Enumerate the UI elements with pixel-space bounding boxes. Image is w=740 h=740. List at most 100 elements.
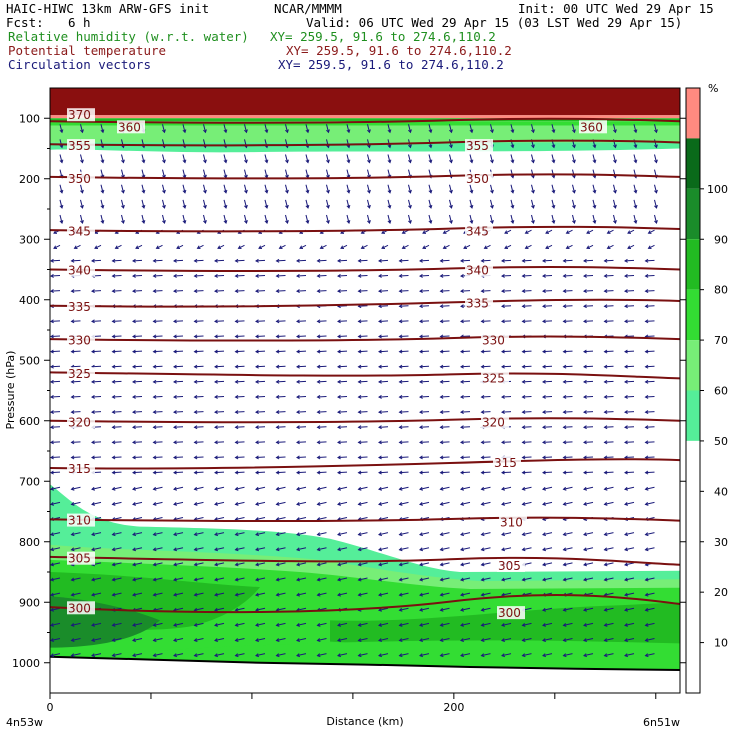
vector-arrow: [135, 244, 143, 250]
vector-arrow: [480, 592, 491, 597]
vector-arrow: [234, 289, 245, 294]
vector-arrow: [542, 410, 553, 415]
vector-arrow: [244, 124, 248, 134]
vector-arrow: [173, 394, 184, 399]
vector-arrow: [562, 364, 573, 369]
vector-arrow: [255, 455, 266, 460]
valid-time: Valid: 06 UTC Wed 29 Apr 15 (03 LST Wed …: [306, 15, 683, 30]
vector-arrow: [378, 440, 389, 445]
vector-arrow: [378, 319, 389, 324]
vector-arrow: [255, 486, 266, 491]
vector-arrow: [296, 334, 307, 339]
vector-arrow: [173, 470, 184, 475]
vector-arrow: [255, 364, 266, 369]
vector-arrow: [121, 154, 125, 164]
vector-arrow: [275, 258, 286, 263]
vector-arrow: [542, 289, 553, 294]
vector-arrow: [275, 425, 286, 430]
vector-arrow: [387, 214, 392, 224]
vector-arrow: [234, 607, 245, 612]
vector-arrow: [419, 532, 430, 537]
vector-arrow: [624, 319, 635, 324]
vector-arrow: [408, 199, 412, 209]
vector-arrow: [603, 379, 614, 384]
vector-arrow: [378, 379, 389, 384]
vector-arrow: [234, 470, 245, 475]
vector-arrow: [460, 289, 471, 294]
vector-arrow: [296, 470, 307, 475]
vector-arrow: [91, 455, 102, 460]
vector-arrow: [50, 547, 61, 552]
vector-arrow: [644, 319, 655, 324]
vector-arrow: [469, 154, 474, 164]
vector-arrow: [152, 547, 163, 552]
vector-arrow: [203, 124, 207, 134]
vector-arrow: [562, 532, 573, 537]
vector-arrow: [603, 547, 614, 552]
vector-arrow: [214, 562, 225, 567]
vector-arrow: [460, 364, 471, 369]
vector-arrow: [70, 486, 81, 491]
vector-arrow: [583, 532, 594, 537]
vector-arrow: [214, 470, 225, 475]
vector-arrow: [644, 470, 655, 475]
x-tick-label: 200: [443, 701, 464, 714]
vector-arrow: [644, 425, 655, 430]
vector-arrow: [521, 273, 532, 278]
vector-arrow: [296, 364, 307, 369]
vector-arrow: [428, 124, 433, 134]
vector-arrow: [357, 486, 368, 491]
vector-arrow: [357, 289, 368, 294]
vector-arrow: [132, 289, 143, 294]
vector-arrow: [624, 622, 635, 627]
vector-arrow: [326, 199, 330, 209]
vector-arrow: [624, 273, 635, 278]
colorbar-segment: [686, 188, 700, 240]
vector-arrow: [583, 486, 594, 491]
vector-arrow: [275, 349, 286, 354]
vector-arrow: [296, 547, 307, 552]
colorbar-tick-label: 100: [707, 183, 728, 196]
vector-arrow: [357, 470, 368, 475]
vector-arrow: [542, 455, 553, 460]
vector-arrow: [460, 455, 471, 460]
vector-arrow: [521, 532, 532, 537]
vector-arrow: [316, 425, 327, 430]
vector-arrow: [439, 547, 450, 552]
vector-arrow: [542, 273, 553, 278]
vector-arrow: [439, 304, 450, 309]
theta-contour-360: [49, 117, 681, 124]
vector-arrow: [80, 199, 84, 209]
vector-arrow: [387, 199, 392, 209]
vector-arrow: [91, 440, 102, 445]
vector-arrow: [592, 214, 597, 224]
vector-arrow: [132, 440, 143, 445]
vector-arrow: [419, 638, 430, 642]
vector-arrow: [91, 592, 102, 597]
vector-arrow: [114, 244, 122, 250]
vector-arrow: [545, 229, 553, 234]
vector-arrow: [460, 258, 471, 263]
vector-arrow: [173, 440, 184, 445]
vector-arrow: [480, 638, 491, 642]
vector-arrow: [419, 440, 430, 445]
theta-contour-345: [49, 225, 681, 233]
vector-arrow: [255, 562, 266, 567]
vector-arrow: [255, 622, 266, 627]
vector-arrow: [50, 425, 61, 430]
vector-arrow: [278, 244, 286, 250]
vector-arrow: [111, 273, 122, 278]
vector-arrow: [644, 532, 655, 537]
vector-arrow: [132, 470, 143, 475]
vector-arrow: [439, 532, 450, 537]
vector-arrow: [603, 304, 614, 309]
vector-arrow: [203, 154, 207, 164]
vector-arrow: [234, 364, 245, 369]
vector-arrow: [542, 653, 553, 658]
vector-arrow: [460, 653, 471, 658]
vector-arrow: [624, 532, 635, 537]
vector-arrow: [234, 349, 245, 354]
vector-arrow: [326, 214, 330, 224]
vector-arrow: [521, 486, 532, 491]
vector-arrow: [542, 379, 553, 384]
